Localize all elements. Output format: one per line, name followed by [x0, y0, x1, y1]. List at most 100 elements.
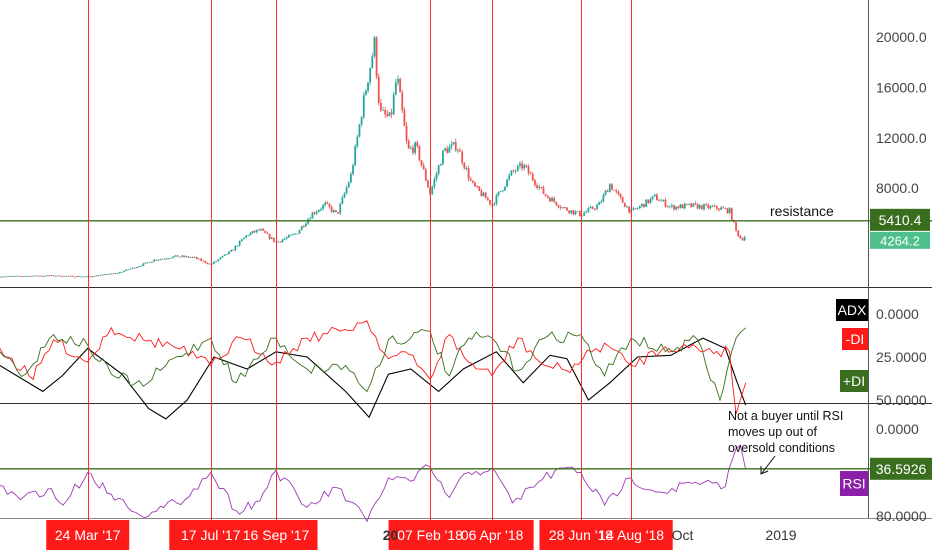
rsi-tick-label: 80.0000: [876, 508, 927, 524]
candle-body: [335, 210, 337, 213]
price-tick-label: 12000.0: [876, 130, 927, 146]
candle-body: [183, 255, 185, 257]
candle-body: [730, 208, 733, 220]
candle-body: [606, 190, 609, 192]
candle-body: [495, 195, 498, 205]
candle-body: [185, 256, 188, 258]
candle-body: [69, 275, 72, 277]
candle-body: [551, 198, 553, 202]
candle-body: [664, 199, 667, 207]
candle-body: [253, 231, 256, 233]
candle-body: [5, 276, 8, 278]
right-price-axis: 20000.0 16000.0 12000.0 8000.0 50.0000 25.000…: [836, 29, 932, 524]
candle-body: [270, 237, 273, 239]
price-tick-label: 16000.0: [876, 79, 927, 95]
candle-body: [739, 235, 742, 239]
candle-body: [345, 187, 348, 194]
candle-body: [613, 189, 616, 191]
candle-body: [309, 218, 312, 220]
rsi-name-badge-box: [840, 471, 868, 496]
candle-body: [390, 112, 393, 115]
candle-body: [116, 273, 119, 274]
candle-body: [373, 37, 376, 57]
candle-body: [176, 255, 179, 257]
candle-body: [489, 200, 491, 205]
candle-body: [219, 257, 222, 260]
candle-body: [337, 212, 339, 214]
candle-body: [510, 170, 513, 176]
candle-body: [108, 274, 111, 276]
candle-body: [388, 112, 391, 117]
candle-body: [213, 261, 215, 264]
candle-body: [670, 205, 673, 207]
candle-body: [735, 222, 737, 231]
candle-body: [56, 275, 59, 277]
candle-body: [238, 240, 241, 246]
candle-body: [86, 276, 89, 278]
candle-body: [696, 204, 699, 209]
candle-body: [621, 197, 624, 203]
date-marker-label: 16 Sep '17: [243, 527, 310, 543]
candle-body: [405, 125, 408, 141]
candle-body: [264, 230, 267, 234]
candle-body: [591, 206, 594, 209]
candle-body: [324, 202, 327, 206]
candle-body: [553, 198, 556, 202]
candle-body: [407, 140, 410, 149]
candle-body: [379, 102, 382, 111]
candle-body: [354, 146, 357, 166]
date-marker-label: 07 Feb '18: [397, 527, 463, 543]
candle-body: [414, 142, 417, 153]
candle-body: [722, 207, 725, 209]
candle-body: [585, 211, 588, 213]
candle-body: [600, 201, 603, 203]
candle-body: [125, 269, 128, 271]
date-marker-label: 17 Jul '17: [181, 527, 241, 543]
candle-body: [679, 204, 682, 209]
candle-body: [285, 237, 288, 239]
candle-body: [401, 92, 404, 111]
candle-body: [450, 144, 453, 148]
candle-body: [93, 276, 96, 278]
candle-body: [598, 202, 601, 205]
candle-body: [561, 207, 564, 209]
candle-body: [189, 257, 192, 259]
candle-body: [82, 276, 85, 278]
candle-body: [604, 190, 607, 195]
candle-body: [694, 203, 697, 205]
candle-body: [313, 212, 316, 214]
candle-body: [529, 173, 532, 175]
candle-body: [424, 169, 427, 181]
candle-body: [673, 205, 675, 210]
candle-body: [63, 275, 66, 277]
candle-body: [724, 208, 727, 210]
candle-body: [549, 197, 551, 202]
candle-body: [521, 163, 523, 169]
candle-body: [484, 192, 487, 199]
candle-body: [688, 203, 690, 205]
rsi-line: [0, 444, 747, 523]
candle-body: [461, 151, 464, 163]
candle-body: [454, 142, 457, 151]
candle-body: [138, 266, 140, 268]
price-tick-label: 8000.0: [876, 180, 919, 196]
candle-body: [283, 238, 286, 240]
candle-body: [446, 148, 449, 153]
candle-body: [587, 208, 590, 212]
candle-body: [232, 250, 235, 251]
candle-body: [9, 276, 12, 277]
candle-body: [711, 206, 714, 207]
date-marker-box: [234, 520, 318, 550]
date-marker-label: 06 Apr '18: [461, 527, 524, 543]
candle-body: [315, 211, 318, 214]
candle-body: [322, 205, 324, 209]
candle-body: [439, 164, 442, 166]
candle-body: [557, 205, 560, 208]
candle-body: [251, 231, 254, 234]
candle-body: [467, 168, 470, 179]
candle-body: [358, 124, 361, 137]
candle-body: [399, 79, 402, 93]
candle-body: [243, 237, 245, 240]
candle-body: [523, 165, 526, 169]
candle-body: [452, 142, 455, 145]
